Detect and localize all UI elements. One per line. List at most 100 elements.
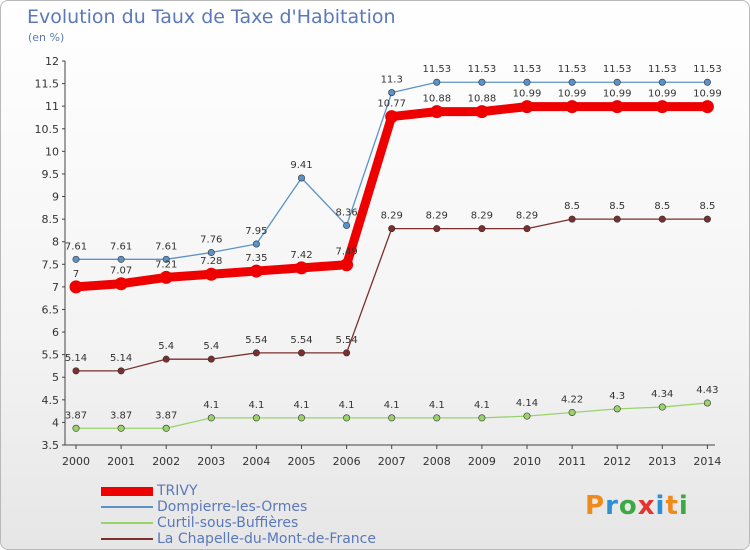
data-point — [523, 225, 531, 233]
data-point — [610, 100, 624, 114]
y-tick-label: 5 — [52, 371, 59, 384]
data-point — [430, 105, 444, 119]
data-label: 8.5 — [564, 201, 580, 212]
data-label: 7.35 — [245, 253, 267, 264]
data-label: 10.88 — [468, 94, 497, 105]
data-label: 11.53 — [693, 64, 722, 75]
x-tick-label: 2009 — [468, 455, 496, 468]
x-tick-label: 2000 — [62, 455, 90, 468]
data-label: 4.34 — [651, 389, 673, 400]
data-label: 4.3 — [609, 391, 625, 402]
data-label: 4.14 — [516, 398, 538, 409]
data-label: 8.29 — [381, 211, 403, 222]
legend-item[interactable]: Curtil-sous-Buffières — [101, 515, 421, 531]
data-point — [72, 424, 80, 432]
data-label: 11.53 — [422, 64, 451, 75]
data-point — [162, 255, 170, 263]
legend-item[interactable]: La Chapelle-du-Mont-de-France — [101, 531, 421, 547]
data-point — [207, 414, 215, 422]
data-label: 7.07 — [110, 266, 132, 277]
legend-item[interactable]: TRIVY — [101, 483, 421, 499]
logo-letter: i — [678, 491, 689, 521]
y-tick-label: 10.5 — [35, 123, 60, 136]
data-label: 5.54 — [290, 335, 312, 346]
data-label: 10.99 — [648, 89, 677, 100]
x-tick-label: 2001 — [107, 455, 135, 468]
legend-label: Curtil-sous-Buffières — [157, 515, 299, 531]
data-point — [252, 349, 260, 357]
y-tick-label: 11 — [45, 100, 59, 113]
data-label: 4.22 — [561, 394, 583, 405]
data-point — [340, 258, 354, 272]
data-point — [478, 225, 486, 233]
data-point — [117, 367, 125, 375]
data-point — [658, 78, 666, 86]
data-label: 5.54 — [245, 335, 267, 346]
x-tick-label: 2008 — [423, 455, 451, 468]
logo-letter: r — [605, 491, 619, 521]
data-point — [343, 349, 351, 357]
data-point — [568, 408, 576, 416]
data-label: 7.61 — [110, 241, 132, 252]
data-label: 7.21 — [155, 259, 177, 270]
logo-letter: x — [637, 491, 656, 521]
data-label: 7 — [73, 269, 79, 280]
y-tick-label: 11.5 — [35, 78, 60, 91]
y-tick-label: 7.5 — [42, 258, 60, 271]
data-label: 5.4 — [203, 341, 219, 352]
x-tick-label: 2005 — [288, 455, 316, 468]
legend-label: TRIVY — [157, 483, 198, 499]
y-tick-label: 6.5 — [42, 303, 60, 316]
data-point — [72, 255, 80, 263]
data-point — [297, 414, 305, 422]
data-label: 8.36 — [335, 207, 357, 218]
data-label: 7.49 — [335, 247, 357, 258]
legend-item[interactable]: Dompierre-les-Ormes — [101, 499, 421, 515]
data-label: 8.29 — [516, 211, 538, 222]
data-label: 8.5 — [699, 201, 715, 212]
proxiti-logo: Proxiti — [585, 491, 689, 521]
data-label: 8.5 — [654, 201, 670, 212]
data-label: 8.29 — [471, 211, 493, 222]
y-tick-label: 5.5 — [42, 349, 60, 362]
data-point — [297, 349, 305, 357]
data-point — [114, 277, 128, 291]
data-point — [388, 225, 396, 233]
data-point — [703, 215, 711, 223]
data-point — [69, 280, 83, 294]
data-point — [343, 221, 351, 229]
data-label: 4.1 — [248, 400, 264, 411]
data-point — [388, 414, 396, 422]
data-point — [433, 225, 441, 233]
data-label: 10.99 — [603, 89, 632, 100]
data-label: 11.53 — [603, 64, 632, 75]
data-point — [655, 100, 669, 114]
data-label: 11.3 — [381, 75, 403, 86]
data-label: 8.29 — [426, 211, 448, 222]
x-tick-label: 2011 — [558, 455, 586, 468]
data-label: 7.76 — [200, 235, 222, 246]
legend-swatch — [101, 522, 153, 524]
data-point — [207, 355, 215, 363]
data-label: 7.42 — [290, 250, 312, 261]
data-label: 9.41 — [290, 160, 312, 171]
data-label: 4.1 — [384, 400, 400, 411]
logo-letter: o — [618, 491, 638, 521]
y-tick-label: 9.5 — [42, 168, 60, 181]
data-point — [613, 215, 621, 223]
legend-swatch — [101, 506, 153, 508]
logo-letter: t — [665, 491, 679, 521]
x-tick-label: 2002 — [152, 455, 180, 468]
data-point — [388, 89, 396, 97]
x-tick-label: 2003 — [197, 455, 225, 468]
data-label: 5.14 — [65, 353, 87, 364]
data-label: 10.77 — [377, 99, 406, 110]
data-label: 4.1 — [294, 400, 310, 411]
x-tick-label: 2014 — [693, 455, 721, 468]
legend-swatch — [101, 487, 153, 496]
data-point — [385, 110, 399, 124]
data-point — [523, 412, 531, 420]
legend-swatch — [101, 538, 153, 540]
